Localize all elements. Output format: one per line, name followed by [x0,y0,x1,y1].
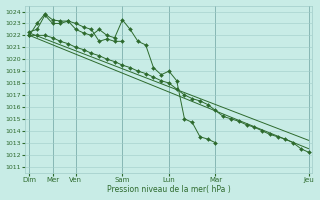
X-axis label: Pression niveau de la mer( hPa ): Pression niveau de la mer( hPa ) [107,185,231,194]
